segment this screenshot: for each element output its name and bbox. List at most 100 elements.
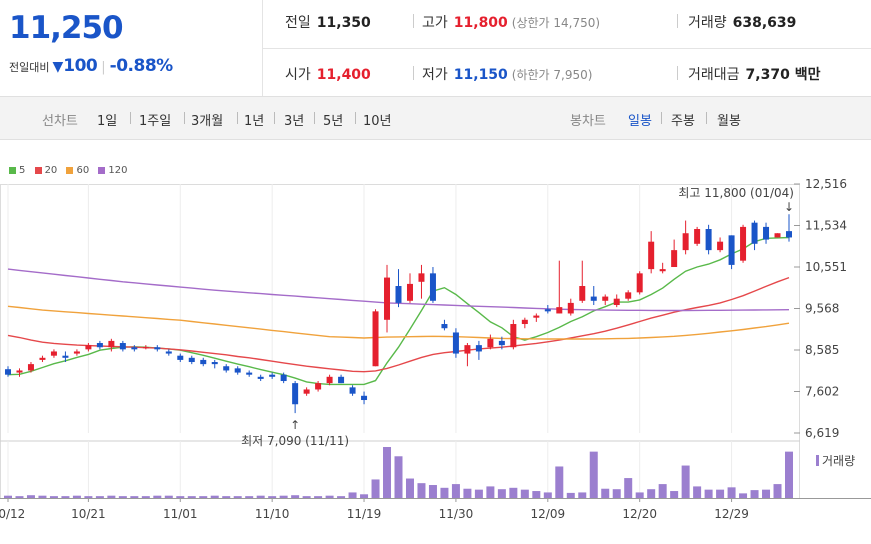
- x-tick-label: 12/20: [622, 507, 657, 521]
- stat-label: 고가: [422, 15, 448, 31]
- divider: [314, 112, 315, 124]
- upper-limit: (상한가 14,750): [511, 16, 601, 30]
- volume-bar: [681, 465, 690, 498]
- period-5y[interactable]: 5년: [323, 114, 344, 129]
- volume-bar: [727, 487, 736, 498]
- volume-bar: [84, 496, 93, 498]
- volume-bar: [15, 496, 24, 498]
- volume-bar: [49, 496, 58, 498]
- stat-value: 11,400: [316, 67, 371, 83]
- y-tick-label: 6,619: [805, 426, 839, 440]
- candle: [62, 355, 69, 358]
- volume-bar: [199, 496, 208, 498]
- volume-bar: [474, 489, 483, 498]
- period-1y[interactable]: 1년: [244, 114, 265, 129]
- legend-label-20: 20: [44, 165, 58, 176]
- candle-daily[interactable]: 일봉: [628, 114, 652, 129]
- stat-prev-close: 전일 11,350: [285, 12, 371, 32]
- x-tick-label: 11/19: [347, 507, 382, 521]
- volume-bar: [348, 492, 357, 498]
- candle: [326, 376, 333, 384]
- stat-label: 거래대금: [688, 67, 740, 83]
- period-toolbar: 선차트 1일 1주일 3개월 1년 3년 5년 10년 봉차트 일봉 주봉 월봉: [0, 96, 871, 140]
- candle-monthly[interactable]: 월봉: [717, 114, 741, 129]
- period-3y[interactable]: 3년: [284, 114, 305, 129]
- candle: [728, 235, 735, 265]
- candle: [73, 351, 80, 354]
- x-tick-label: 10/21: [71, 507, 106, 521]
- stat-value: 11,800: [453, 15, 508, 31]
- stat-low: 저가 11,150 (하한가 7,950): [422, 64, 592, 84]
- legend-swatch-60: [66, 167, 74, 174]
- y-tick-label: 11,534: [805, 219, 847, 233]
- candle: [659, 269, 666, 272]
- volume-bar: [371, 479, 380, 498]
- candle: [717, 241, 724, 251]
- period-10y[interactable]: 10년: [363, 114, 392, 129]
- candle: [154, 347, 161, 350]
- y-tick-label: 7,602: [805, 385, 839, 399]
- candle: [395, 286, 402, 303]
- change-line: 전일대비 ▼100 | -0.88%: [9, 56, 173, 76]
- divider: [661, 112, 662, 124]
- candle: [475, 345, 482, 352]
- stat-value: 7,370 백만: [745, 67, 821, 83]
- y-tick-label: 9,568: [805, 302, 839, 316]
- volume-bar: [486, 486, 495, 498]
- stat-value: 638,639: [732, 15, 797, 31]
- volume-bar: [38, 495, 47, 498]
- volume-bar: [72, 495, 81, 498]
- stat-label: 저가: [422, 67, 448, 83]
- candle: [694, 229, 701, 244]
- divider: [274, 112, 275, 124]
- candle: [705, 229, 712, 251]
- candle: [567, 302, 574, 314]
- y-tick-label: 12,516: [805, 177, 847, 191]
- volume-bar: [268, 496, 277, 498]
- price-box: 11,250 전일대비 ▼100 | -0.88%: [0, 0, 263, 96]
- ma-legend: 5 20 60 120: [9, 165, 134, 177]
- candle: [85, 345, 92, 350]
- candle: [338, 376, 345, 384]
- divider: [184, 112, 185, 124]
- divider: [706, 112, 707, 124]
- x-tick-label: 12/09: [531, 507, 566, 521]
- y-tick-label: 10,551: [805, 260, 847, 274]
- high-annotation: 최고 11,800 (01/04): [678, 186, 794, 200]
- x-tick-label: 11/30: [439, 507, 474, 521]
- period-3m[interactable]: 3개월: [191, 114, 224, 129]
- volume-bar: [635, 492, 644, 498]
- volume-bar: [624, 478, 633, 498]
- candle: [119, 343, 126, 350]
- volume-bar: [658, 484, 667, 498]
- candle: [498, 340, 505, 346]
- volume-bar: [222, 496, 231, 498]
- volume-bar: [61, 496, 70, 498]
- volume-legend-swatch: [816, 455, 819, 466]
- candle: [234, 368, 241, 373]
- stat-open: 시가 11,400: [285, 64, 371, 84]
- ma-line-60: [7, 305, 790, 340]
- volume-bar: [612, 489, 621, 498]
- divider: [677, 66, 678, 80]
- stat-label: 거래량: [688, 15, 727, 31]
- volume-bar: [405, 478, 414, 498]
- stat-value: 11,150: [453, 67, 508, 83]
- period-1d[interactable]: 1일: [97, 114, 118, 129]
- candle-weekly[interactable]: 주봉: [671, 114, 695, 129]
- candle: [349, 387, 356, 394]
- volume-bar: [325, 495, 334, 498]
- volume-bar: [360, 494, 369, 498]
- candle: [257, 376, 264, 379]
- period-1w[interactable]: 1주일: [139, 114, 172, 129]
- candle: [188, 357, 195, 363]
- plot-frame: [0, 184, 800, 499]
- volume-bar: [509, 487, 518, 498]
- candle: [223, 366, 230, 371]
- candle: [602, 296, 609, 301]
- candle: [165, 351, 172, 354]
- volume-bar: [601, 488, 610, 498]
- volume-bar: [773, 484, 782, 498]
- candle: [429, 273, 436, 301]
